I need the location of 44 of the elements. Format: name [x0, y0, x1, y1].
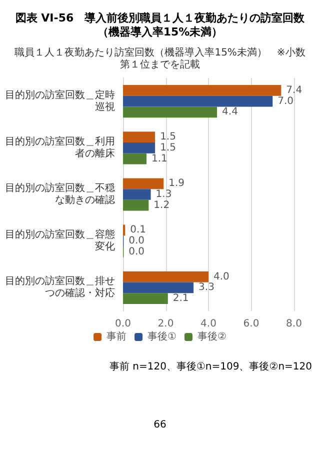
- data-label: 2.1: [172, 293, 189, 304]
- x-tick-label: 2.0: [158, 318, 174, 330]
- bar: [123, 293, 168, 304]
- data-label: 1.1: [152, 153, 168, 164]
- data-label: 1.5: [160, 132, 176, 143]
- data-label: 1.3: [156, 189, 172, 200]
- bar: [123, 142, 156, 154]
- bar: [123, 189, 151, 200]
- bar: [123, 153, 147, 164]
- legend-label: 事後①: [148, 330, 177, 342]
- bar: [123, 282, 194, 294]
- bar: [123, 106, 218, 118]
- data-label: 3.3: [198, 282, 214, 294]
- x-tick-label: 8.0: [286, 318, 302, 330]
- chart-subtitle: 職員１人１夜勤あたり訪室回数（機器導入率15%未満） ※小数第１位までを記載: [14, 46, 306, 70]
- x-tick-label: 4.0: [200, 318, 216, 330]
- data-label: 1.9: [168, 178, 185, 190]
- data-label: 1.5: [160, 142, 176, 154]
- y-tick-label: 目的別の訪室回数＿排せつの確認・対応: [5, 275, 115, 300]
- bar: [123, 132, 156, 142]
- text: 66: [154, 420, 166, 430]
- legend-label: 事前: [106, 330, 127, 342]
- data-label: 0.0: [128, 246, 145, 258]
- bar: [123, 96, 273, 107]
- bar: [123, 178, 164, 190]
- y-tick-label: 目的別の訪室回数＿不穏な動きの確認: [5, 182, 115, 206]
- text: 事前 n=120、事後①n=109、事後②n=120: [109, 360, 312, 372]
- bar: [123, 84, 282, 96]
- data-label: 0.0: [128, 236, 145, 247]
- bar: [123, 271, 208, 282]
- data-label: 7.4: [286, 84, 302, 96]
- chart-title: 図表 VI-56 導入前後別職員１人１夜勤あたりの訪室回数（機器導入率15%未満）: [15, 12, 306, 38]
- legend-label: 事後②: [198, 330, 226, 342]
- data-label: 1.2: [154, 200, 170, 211]
- y-tick-label: 目的別の訪室回数＿定時巡視: [5, 88, 115, 113]
- data-label: 7.0: [278, 96, 294, 107]
- bar: [123, 200, 149, 211]
- x-tick-label: 6.0: [243, 318, 260, 330]
- data-label: 4.0: [214, 271, 230, 282]
- y-tick-label: 目的別の訪室回数＿利用者の離床: [5, 135, 115, 160]
- data-label: 4.4: [222, 106, 238, 118]
- data-label: 0.1: [130, 224, 146, 236]
- x-tick-label: 0.0: [115, 318, 131, 330]
- y-tick-label: 目的別の訪室回数＿容態変化: [5, 228, 115, 253]
